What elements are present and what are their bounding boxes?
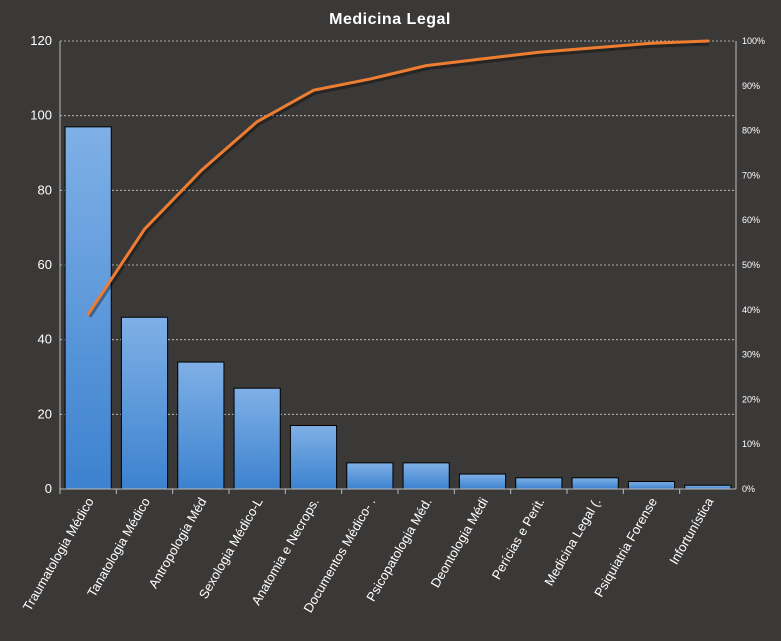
bar: [684, 484, 732, 490]
x-category-label: Tanatologia Médico: [84, 495, 153, 600]
y-tick-label: 0: [45, 481, 52, 496]
bar: [627, 481, 676, 490]
x-category-label: Antropologia Méd: [145, 495, 209, 591]
x-category-label: Medicina Legal (.: [541, 495, 603, 588]
cumulative-line-series: [86, 39, 710, 318]
x-category-label: Sexologia Médico-L: [196, 495, 266, 601]
y-tick-label: 100: [30, 108, 52, 123]
y-tick-label: 60: [38, 257, 52, 272]
y2-tick-label: 60%: [742, 215, 760, 225]
x-category-label: Traumatologia Médico: [20, 495, 97, 613]
bar: [120, 316, 169, 490]
bar: [571, 477, 619, 490]
y2-tick-label: 80%: [742, 126, 760, 136]
bar: [177, 361, 225, 490]
bar: [64, 126, 112, 490]
bar: [346, 462, 394, 490]
x-category-label: Psiquiatria Forense: [591, 495, 660, 599]
y-tick-label: 40: [38, 332, 52, 347]
y-tick-label: 20: [38, 406, 52, 421]
bar: [233, 387, 281, 490]
x-category-label: Infortunística: [666, 494, 717, 567]
bar: [458, 473, 507, 490]
y-tick-label: 120: [30, 33, 52, 48]
y2-tick-label: 30%: [742, 350, 760, 360]
cumulative-line-shadow: [87, 40, 709, 318]
bar: [402, 462, 450, 490]
y2-tick-label: 0%: [742, 484, 755, 494]
y2-tick-label: 20%: [742, 394, 760, 404]
bar: [289, 425, 338, 490]
y-tick-label: 80: [38, 182, 52, 197]
bar: [515, 477, 563, 490]
gridlines: [60, 40, 736, 415]
x-category-label: Deontologia Médi: [428, 495, 492, 590]
x-category-label: Psicopatologia Méd.: [363, 495, 435, 604]
y2-tick-label: 50%: [742, 260, 760, 270]
cumulative-line: [86, 39, 710, 316]
y2-tick-label: 70%: [742, 170, 760, 180]
x-category-label: Perícias e Perit.: [489, 495, 548, 582]
chart-title: Medicina Legal: [329, 11, 451, 28]
y2-tick-label: 40%: [742, 305, 760, 315]
bar-series: [64, 126, 732, 490]
y2-tick-label: 100%: [742, 36, 765, 46]
y2-tick-label: 10%: [742, 439, 760, 449]
y2-tick-label: 90%: [742, 81, 760, 91]
